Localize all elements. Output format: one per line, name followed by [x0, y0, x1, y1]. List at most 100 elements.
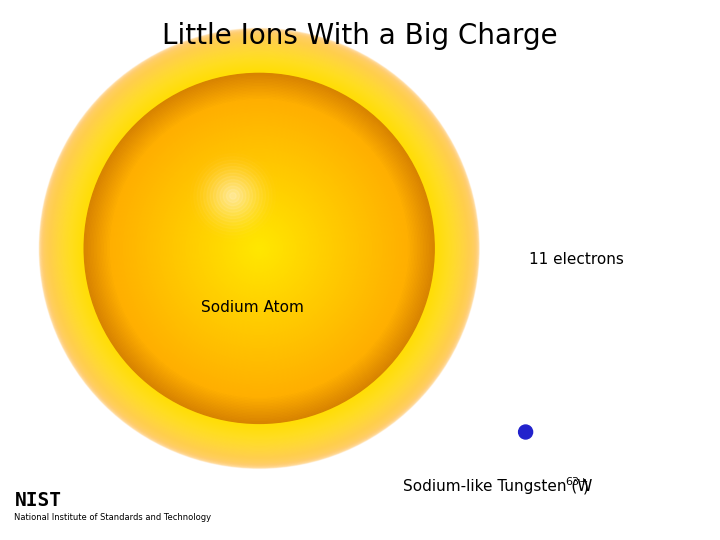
- Circle shape: [87, 76, 431, 421]
- Circle shape: [158, 148, 360, 349]
- Circle shape: [55, 44, 464, 453]
- Circle shape: [248, 237, 271, 260]
- Circle shape: [240, 230, 278, 267]
- Circle shape: [145, 134, 373, 362]
- Circle shape: [58, 47, 461, 450]
- Circle shape: [42, 31, 477, 465]
- Circle shape: [140, 129, 379, 368]
- Circle shape: [53, 42, 465, 455]
- Circle shape: [198, 187, 320, 309]
- Circle shape: [122, 111, 396, 386]
- Circle shape: [60, 49, 459, 448]
- Circle shape: [258, 247, 261, 250]
- Circle shape: [48, 37, 471, 460]
- Circle shape: [70, 59, 449, 438]
- Circle shape: [60, 49, 459, 448]
- Circle shape: [182, 171, 336, 326]
- Circle shape: [255, 244, 264, 253]
- Circle shape: [67, 56, 451, 441]
- Circle shape: [62, 51, 456, 446]
- Circle shape: [56, 45, 462, 452]
- Circle shape: [195, 184, 323, 313]
- Circle shape: [44, 33, 474, 464]
- Circle shape: [163, 152, 356, 345]
- Circle shape: [49, 38, 469, 459]
- Circle shape: [246, 235, 272, 261]
- Circle shape: [191, 180, 328, 317]
- Circle shape: [60, 50, 458, 447]
- Circle shape: [239, 228, 279, 269]
- Circle shape: [181, 170, 338, 327]
- Text: 11 electrons: 11 electrons: [528, 252, 624, 267]
- Circle shape: [228, 218, 290, 279]
- Circle shape: [242, 231, 276, 266]
- Circle shape: [68, 58, 450, 439]
- Circle shape: [157, 146, 361, 350]
- Circle shape: [54, 43, 464, 454]
- Circle shape: [63, 53, 455, 444]
- Circle shape: [67, 56, 451, 441]
- Circle shape: [205, 194, 313, 302]
- Circle shape: [217, 206, 302, 291]
- Circle shape: [40, 29, 478, 468]
- Circle shape: [518, 425, 533, 439]
- Circle shape: [184, 173, 335, 324]
- Text: Sodium-like Tungsten (W: Sodium-like Tungsten (W: [403, 480, 593, 495]
- Circle shape: [42, 31, 477, 466]
- Circle shape: [63, 52, 456, 445]
- Circle shape: [141, 130, 377, 367]
- Circle shape: [46, 36, 472, 461]
- Circle shape: [225, 215, 293, 282]
- Circle shape: [201, 190, 318, 307]
- Circle shape: [130, 119, 389, 378]
- Circle shape: [71, 60, 448, 437]
- Circle shape: [156, 145, 363, 352]
- Circle shape: [50, 39, 468, 457]
- Circle shape: [69, 58, 449, 438]
- Circle shape: [176, 165, 342, 332]
- Circle shape: [48, 37, 470, 460]
- Circle shape: [50, 39, 469, 457]
- Circle shape: [197, 186, 322, 311]
- Circle shape: [113, 103, 405, 394]
- Circle shape: [135, 124, 383, 373]
- Circle shape: [66, 55, 453, 442]
- Circle shape: [58, 48, 460, 449]
- Circle shape: [94, 84, 424, 413]
- Circle shape: [41, 30, 477, 467]
- Circle shape: [45, 34, 473, 463]
- Circle shape: [127, 116, 392, 381]
- Circle shape: [47, 36, 472, 461]
- Circle shape: [171, 161, 347, 336]
- Circle shape: [55, 44, 464, 453]
- Circle shape: [58, 48, 460, 449]
- Circle shape: [132, 122, 386, 375]
- Circle shape: [199, 188, 319, 308]
- Circle shape: [208, 197, 310, 300]
- Circle shape: [249, 238, 269, 259]
- Circle shape: [166, 155, 353, 342]
- Circle shape: [96, 85, 423, 411]
- Circle shape: [185, 174, 333, 323]
- Circle shape: [134, 123, 384, 374]
- Circle shape: [93, 82, 426, 415]
- Circle shape: [160, 149, 359, 348]
- Circle shape: [114, 104, 404, 393]
- Circle shape: [66, 56, 452, 441]
- Circle shape: [212, 202, 306, 295]
- Circle shape: [65, 54, 454, 443]
- Circle shape: [211, 200, 307, 296]
- Circle shape: [84, 73, 434, 423]
- Text: ): ): [583, 480, 589, 495]
- Circle shape: [253, 242, 265, 254]
- Circle shape: [43, 32, 475, 464]
- Circle shape: [45, 34, 474, 463]
- Circle shape: [170, 159, 348, 338]
- Circle shape: [194, 183, 325, 314]
- Circle shape: [128, 117, 390, 380]
- Circle shape: [213, 176, 253, 215]
- Circle shape: [53, 42, 466, 455]
- Circle shape: [40, 29, 479, 468]
- Circle shape: [62, 51, 456, 446]
- Circle shape: [238, 226, 281, 271]
